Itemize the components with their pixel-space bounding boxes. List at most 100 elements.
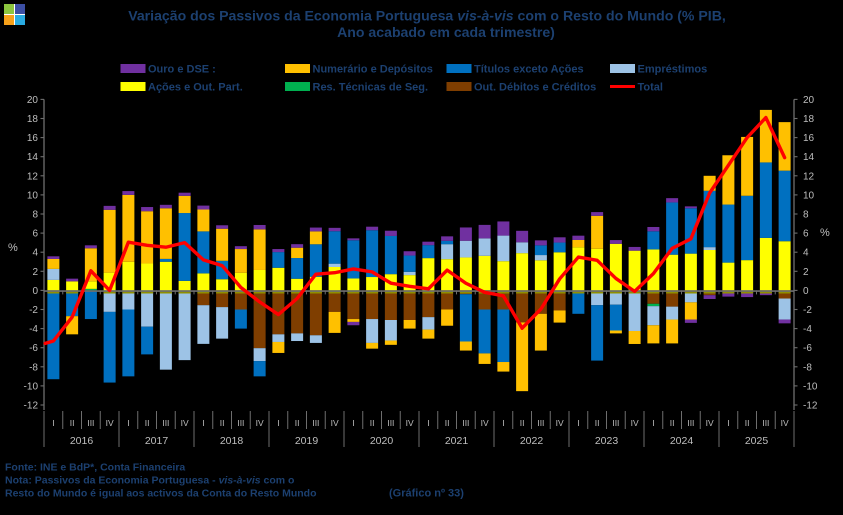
svg-text:IV: IV: [481, 418, 489, 428]
svg-text:I: I: [652, 418, 654, 428]
svg-text:6: 6: [803, 229, 809, 240]
svg-text:-12: -12: [24, 401, 39, 412]
svg-text:I: I: [52, 418, 54, 428]
svg-text:Ouro e DSE :: Ouro e DSE :: [148, 64, 216, 76]
svg-text:%: %: [8, 242, 18, 254]
svg-text:III: III: [462, 418, 469, 428]
svg-text:-6: -6: [803, 343, 812, 354]
svg-text:Fonte: INE e BdP*, Conta Finan: Fonte: INE e BdP*, Conta Financeira: [5, 462, 185, 474]
svg-text:II: II: [520, 418, 525, 428]
svg-text:Res. Técnicas de Seg.: Res. Técnicas de Seg.: [313, 82, 429, 94]
svg-text:I: I: [352, 418, 354, 428]
svg-text:12: 12: [803, 171, 815, 182]
svg-text:14: 14: [803, 152, 815, 163]
svg-text:2025: 2025: [745, 435, 769, 447]
svg-text:%: %: [820, 227, 830, 239]
svg-text:II: II: [445, 418, 450, 428]
svg-text:Numerário e Depósitos: Numerário e Depósitos: [313, 64, 433, 76]
svg-text:16: 16: [27, 133, 39, 144]
svg-text:2: 2: [32, 267, 38, 278]
svg-text:III: III: [762, 418, 769, 428]
svg-text:Ações e Out. Part.: Ações e Out. Part.: [148, 82, 243, 94]
svg-text:II: II: [220, 418, 225, 428]
svg-text:6: 6: [32, 229, 38, 240]
svg-text:2024: 2024: [670, 435, 694, 447]
svg-text:I: I: [277, 418, 279, 428]
svg-text:III: III: [237, 418, 244, 428]
svg-text:III: III: [687, 418, 694, 428]
svg-text:2019: 2019: [295, 435, 319, 447]
svg-text:IV: IV: [181, 418, 189, 428]
svg-text:8: 8: [803, 210, 809, 221]
svg-text:II: II: [295, 418, 300, 428]
svg-text:18: 18: [27, 114, 39, 125]
svg-text:-2: -2: [29, 305, 38, 316]
svg-text:II: II: [595, 418, 600, 428]
svg-text:-4: -4: [29, 324, 38, 335]
svg-text:Títulos exceto Ações: Títulos exceto Ações: [474, 64, 584, 76]
svg-text:-10: -10: [803, 381, 818, 392]
svg-text:16: 16: [803, 133, 815, 144]
svg-text:III: III: [87, 418, 94, 428]
svg-text:II: II: [670, 418, 675, 428]
svg-text:-8: -8: [29, 362, 38, 373]
svg-text:-4: -4: [803, 324, 812, 335]
svg-text:I: I: [577, 418, 579, 428]
svg-text:IV: IV: [256, 418, 264, 428]
svg-text:I: I: [727, 418, 729, 428]
svg-text:-8: -8: [803, 362, 812, 373]
svg-text:-6: -6: [29, 343, 38, 354]
svg-text:10: 10: [803, 190, 815, 201]
svg-text:2020: 2020: [370, 435, 394, 447]
svg-text:20: 20: [27, 95, 39, 106]
svg-text:IV: IV: [406, 418, 414, 428]
svg-text:IV: IV: [631, 418, 639, 428]
svg-text:8: 8: [32, 210, 38, 221]
svg-text:III: III: [612, 418, 619, 428]
svg-text:I: I: [502, 418, 504, 428]
svg-text:Out. Débitos e Créditos: Out. Débitos e Créditos: [474, 82, 596, 94]
svg-text:(Gráfico nº 33): (Gráfico nº 33): [389, 488, 464, 500]
svg-text:II: II: [745, 418, 750, 428]
svg-text:Empréstimos: Empréstimos: [638, 64, 708, 76]
svg-text:I: I: [427, 418, 429, 428]
svg-text:IV: IV: [106, 418, 114, 428]
svg-text:I: I: [127, 418, 129, 428]
svg-text:II: II: [370, 418, 375, 428]
svg-text:Total: Total: [638, 82, 663, 94]
svg-text:2: 2: [803, 267, 809, 278]
svg-text:IV: IV: [556, 418, 564, 428]
svg-text:20: 20: [803, 95, 815, 106]
svg-text:Resto do Mundo é igual aos act: Resto do Mundo é igual aos activos da Co…: [5, 488, 317, 500]
svg-text:0: 0: [803, 286, 809, 297]
svg-text:2023: 2023: [595, 435, 619, 447]
svg-text:IV: IV: [706, 418, 714, 428]
svg-text:18: 18: [803, 114, 815, 125]
svg-text:2017: 2017: [145, 435, 169, 447]
svg-text:III: III: [537, 418, 544, 428]
svg-text:Nota: Passivos da Economia Por: Nota: Passivos da Economia Portuguesa - …: [5, 475, 294, 487]
svg-text:0: 0: [32, 286, 38, 297]
svg-text:III: III: [312, 418, 319, 428]
svg-text:Ano acabado em cada trimestre): Ano acabado em cada trimestre): [337, 24, 555, 40]
svg-text:-10: -10: [24, 381, 39, 392]
svg-text:III: III: [387, 418, 394, 428]
svg-text:IV: IV: [331, 418, 339, 428]
svg-text:-2: -2: [803, 305, 812, 316]
svg-text:II: II: [70, 418, 75, 428]
svg-text:IV: IV: [781, 418, 789, 428]
svg-text:-12: -12: [803, 401, 818, 412]
svg-text:2021: 2021: [445, 435, 469, 447]
svg-text:10: 10: [27, 190, 39, 201]
svg-text:2018: 2018: [220, 435, 244, 447]
svg-text:2022: 2022: [520, 435, 544, 447]
svg-text:2016: 2016: [70, 435, 94, 447]
svg-text:III: III: [162, 418, 169, 428]
svg-text:Variação dos Passivos da Econo: Variação dos Passivos da Economia Portug…: [128, 8, 726, 24]
svg-text:12: 12: [27, 171, 39, 182]
svg-text:14: 14: [27, 152, 39, 163]
svg-text:4: 4: [32, 248, 38, 259]
svg-text:4: 4: [803, 248, 809, 259]
svg-text:I: I: [202, 418, 204, 428]
svg-text:II: II: [145, 418, 150, 428]
